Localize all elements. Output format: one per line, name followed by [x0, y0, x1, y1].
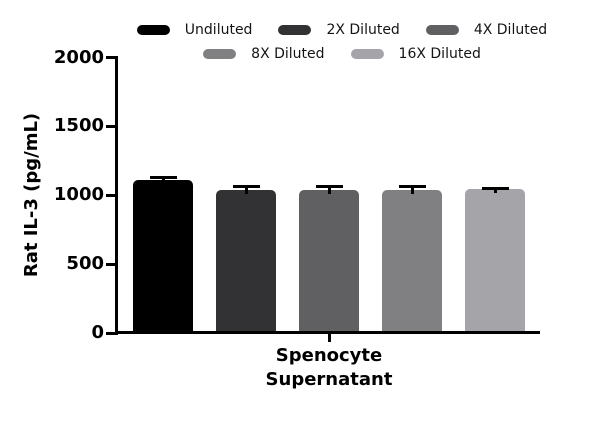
bar-4x-diluted — [299, 190, 359, 334]
error-bar-line-2x-diluted — [244, 186, 248, 194]
chart-legend: Undiluted 2X Diluted 4X Diluted 8X Diluted… — [84, 19, 600, 65]
y-axis-tick-0 — [106, 331, 116, 335]
error-bar-line-16x-diluted — [493, 188, 497, 194]
legend-label-16x-diluted: 16X Diluted — [398, 46, 481, 62]
y-axis-tick-1500 — [106, 124, 116, 128]
legend-swatch-16x-diluted — [350, 49, 384, 59]
y-axis-tick-label-1000: 1000 — [53, 184, 104, 206]
y-axis-tick-2000 — [106, 56, 116, 59]
legend-row-2: 8X Diluted 16X Diluted — [84, 43, 600, 65]
legend-item-8x-diluted: 8X Diluted — [203, 46, 325, 62]
legend-label-8x-diluted: 8X Diluted — [251, 46, 325, 62]
legend-label-undiluted: Undiluted — [184, 22, 253, 38]
x-axis-tick — [328, 334, 331, 342]
error-bar-cap-undiluted — [149, 175, 177, 179]
error-bar-cap-16x-diluted — [481, 186, 509, 190]
legend-row-1: Undiluted 2X Diluted 4X Diluted — [84, 19, 600, 41]
legend-swatch-undiluted — [136, 25, 170, 35]
y-axis-tick-1000 — [106, 193, 116, 197]
legend-item-undiluted: Undiluted — [136, 22, 253, 38]
legend-swatch-8x-diluted — [203, 49, 237, 59]
legend-swatch-4x-diluted — [425, 25, 459, 35]
x-axis-title: Spenocyte Supernatant — [229, 344, 429, 392]
bar-undiluted — [133, 180, 193, 334]
error-bar-line-undiluted — [161, 177, 165, 185]
legend-item-16x-diluted: 16X Diluted — [350, 46, 481, 62]
bar-2x-diluted — [216, 189, 276, 334]
error-bar-cap-4x-diluted — [315, 185, 343, 189]
y-axis-tick-500 — [106, 262, 116, 266]
error-bar-cap-2x-diluted — [232, 184, 260, 188]
legend-item-2x-diluted: 2X Diluted — [278, 22, 400, 38]
error-bar-line-4x-diluted — [327, 186, 331, 195]
x-axis-title-line1: Spenocyte — [275, 345, 383, 366]
bar-8x-diluted — [382, 189, 442, 334]
y-axis-tick-label-500: 500 — [66, 253, 104, 275]
error-bar-cap-8x-diluted — [398, 184, 426, 188]
y-axis-tick-label-2000: 2000 — [53, 46, 104, 68]
y-axis-tick-label-0: 0 — [91, 322, 104, 343]
legend-item-4x-diluted: 4X Diluted — [425, 22, 548, 38]
x-axis-title-line2: Supernatant — [265, 369, 393, 390]
legend-label-4x-diluted: 4X Diluted — [473, 22, 548, 38]
legend-label-2x-diluted: 2X Diluted — [326, 22, 400, 38]
y-axis-tick-label-1500: 1500 — [53, 115, 104, 137]
x-axis-line — [115, 331, 540, 334]
error-bar-line-8x-diluted — [410, 186, 414, 194]
bar-16x-diluted — [465, 189, 525, 334]
legend-swatch-2x-diluted — [278, 25, 312, 35]
y-axis-line — [115, 56, 118, 335]
